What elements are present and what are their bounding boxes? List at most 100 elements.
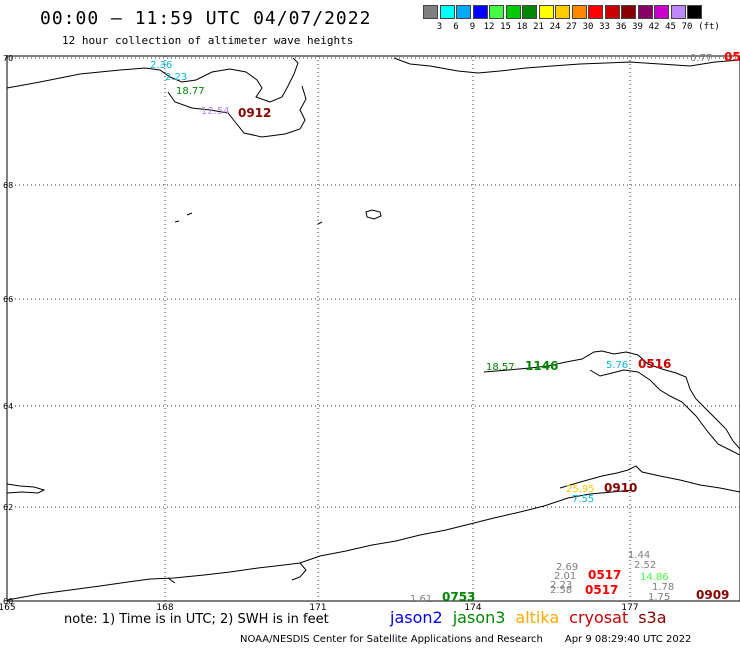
legend-value: 36 — [615, 22, 627, 32]
legend-value: 30 — [582, 22, 594, 32]
wave-height-label: 2.52 — [634, 560, 656, 571]
map-title: 00:00 – 11:59 UTC 04/07/2022 — [40, 8, 372, 29]
time-label: 0753 — [442, 590, 475, 604]
time-label: 0912 — [238, 106, 271, 120]
wave-height-label: 7.55 — [572, 494, 594, 505]
legend-value: 18 — [516, 22, 528, 32]
legend-value: 15 — [500, 22, 511, 32]
legend-value: 3 — [436, 22, 443, 32]
chukotka-east-coast — [393, 57, 740, 74]
legend-swatch — [522, 5, 537, 19]
wave-height-label: 5.76 — [606, 360, 628, 371]
wave-height-label: 2.23 — [550, 580, 572, 591]
legend-swatch — [456, 5, 471, 19]
alaska-peninsula-spur — [291, 562, 307, 581]
legend-swatch — [604, 5, 620, 19]
time-label: 0516 — [638, 357, 671, 371]
longitude-label: 177 — [621, 603, 638, 613]
legend-value: 24 — [549, 22, 561, 32]
gulf-of-anadyr-north-coast — [167, 85, 307, 138]
graticule — [7, 56, 740, 601]
wave-height-label: 18.57 — [486, 362, 515, 373]
credit-text: NOAA/NESDIS Center for Satellite Applica… — [240, 634, 543, 645]
legend-value: 27 — [566, 22, 577, 32]
longitude-label: 165 — [0, 603, 16, 613]
gulf-islet-1 — [167, 577, 176, 584]
wave-height-label: 0.77 — [690, 53, 712, 64]
time-label: 0910 — [604, 481, 637, 495]
legend-value: 70 — [681, 22, 693, 32]
wave-height-labels: 2.36 2.23 18.77 12.54 0912 0.77 05 18.57 1146 5.7… — [150, 50, 740, 605]
legend-unit: (ft) — [698, 22, 720, 32]
mission-legend: jason2 jason3 altika cryosat s3a — [390, 608, 677, 627]
legend-swatch — [439, 5, 455, 19]
wave-height-label: 12.54 — [201, 106, 230, 117]
coastlines — [6, 57, 740, 601]
wave-height-label: 2.69 — [556, 562, 578, 573]
longitude-labels: 165 168 171 174 177 — [0, 603, 639, 613]
time-label: 05 — [724, 50, 740, 64]
latitude-label: 60 — [3, 597, 13, 606]
longitude-label: 174 — [464, 603, 481, 613]
time-label: 0909 — [696, 588, 729, 602]
legend-value: 6 — [453, 22, 459, 32]
longitude-label: 171 — [309, 603, 326, 613]
latitude-label: 62 — [3, 503, 13, 512]
mission-altika: altika — [515, 608, 560, 627]
legend-swatch — [555, 5, 570, 19]
norton-sound-coast — [589, 369, 740, 456]
wave-height-label: 1.75 — [648, 592, 670, 603]
time-label: 1146 — [525, 359, 558, 373]
legend-swatch — [654, 5, 669, 19]
chukotka-north-coast — [6, 57, 299, 103]
islet-3 — [317, 221, 323, 225]
wave-height-label: 1.44 — [628, 550, 650, 561]
latitude-label: 66 — [3, 295, 13, 304]
latitude-label: 70 — [3, 54, 13, 63]
footer-note: note: 1) Time is in UTC; 2) SWH is in fe… — [64, 612, 329, 627]
wave-height-label: 18.77 — [176, 86, 205, 97]
mission-cryosat: cryosat — [569, 608, 629, 627]
wave-height-label: 14.86 — [640, 572, 669, 583]
latitude-labels: 70 68 66 64 62 60 — [3, 54, 13, 606]
aleutian-chain — [6, 489, 633, 601]
generated-time: Apr 9 08:29:40 UTC 2022 — [564, 634, 692, 645]
legend-value: 21 — [533, 22, 544, 32]
wave-height-label: 25.95 — [566, 484, 595, 495]
mission-s3a: s3a — [638, 608, 667, 627]
legend-value: 42 — [648, 22, 660, 32]
legend-value: 12 — [483, 22, 495, 32]
legend-swatch — [472, 5, 488, 19]
seward-peninsula — [483, 350, 740, 450]
legend-swatch — [423, 5, 438, 19]
longitude-label: 168 — [156, 603, 173, 613]
mission-jason3: jason3 — [452, 608, 506, 627]
legend-swatch — [538, 5, 554, 19]
wave-height-label: 1.78 — [652, 582, 674, 593]
map-subtitle: 12 hour collection of altimeter wave hei… — [62, 34, 354, 47]
latitude-label: 68 — [3, 181, 13, 190]
legend-swatch — [670, 5, 686, 19]
map-frame — [6, 55, 740, 602]
island-1 — [365, 209, 382, 220]
legend-swatch — [621, 5, 636, 19]
time-label: 0517 — [588, 568, 621, 582]
wave-height-label: 1.61 — [410, 594, 432, 605]
st-lawrence-coast — [6, 483, 46, 494]
legend-value: 45 — [665, 22, 676, 32]
time-label: 0517 — [585, 583, 618, 597]
legend-swatch — [687, 5, 702, 19]
wave-height-label: 2.01 — [554, 571, 576, 582]
legend-value: 33 — [599, 22, 610, 32]
legend-value: 39 — [632, 22, 643, 32]
yukon-delta-coast — [559, 465, 740, 493]
legend-swatch — [489, 5, 504, 19]
wave-height-label: 2.36 — [150, 60, 172, 71]
islet-1 — [186, 212, 193, 216]
legend-value: 9 — [469, 22, 476, 32]
credit-line: NOAA/NESDIS Center for Satellite Applica… — [240, 634, 691, 645]
legend-swatch — [637, 5, 653, 19]
latitude-label: 64 — [3, 402, 13, 411]
legend-swatch — [588, 5, 603, 19]
